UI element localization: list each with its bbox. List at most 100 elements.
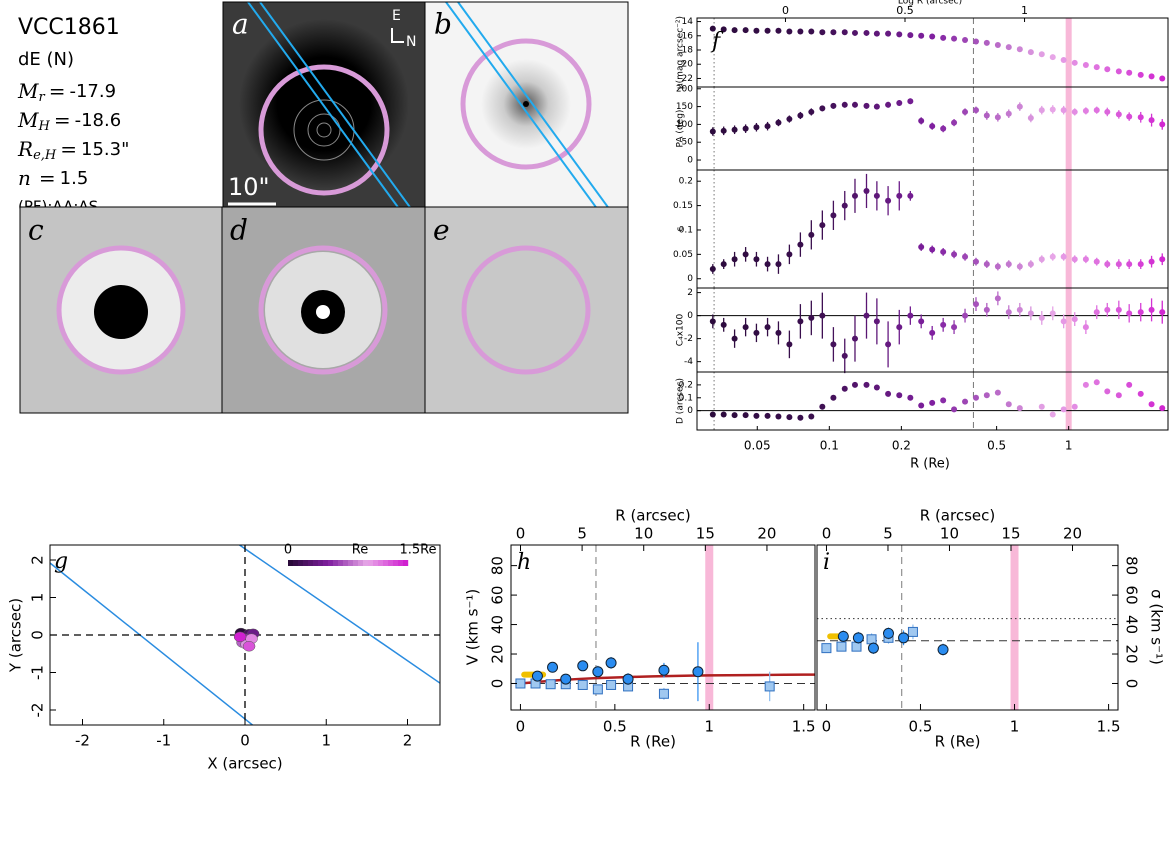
point [837, 630, 849, 642]
x-tick-label: 0.5 [909, 718, 933, 736]
point [1104, 388, 1111, 395]
point [753, 329, 760, 336]
x-tick-label: 0.5 [987, 439, 1006, 453]
point [808, 413, 815, 420]
point [786, 28, 793, 35]
x2-tick-label: 0 [822, 525, 832, 543]
point [1093, 258, 1100, 265]
colorbar-segment [328, 560, 334, 566]
point [983, 112, 990, 119]
point [775, 261, 782, 268]
point [658, 664, 670, 676]
compass-label: N [406, 34, 416, 50]
point [547, 661, 559, 673]
x2-axis-label: R (arcsec) [920, 507, 995, 525]
point [841, 101, 848, 108]
y-tick-label: 80 [1123, 556, 1141, 575]
point [1082, 61, 1089, 68]
point [994, 42, 1001, 49]
point [907, 32, 914, 39]
point [972, 301, 979, 308]
point [885, 390, 892, 397]
point [1137, 71, 1144, 78]
x2-tick-label: 0 [516, 525, 526, 543]
point [972, 258, 979, 265]
point [753, 412, 760, 419]
point [1093, 309, 1100, 316]
symbol: M [17, 108, 39, 132]
point [836, 641, 847, 652]
point [962, 312, 969, 319]
y-tick-label: -1 [29, 665, 47, 680]
point [873, 192, 880, 199]
colorbar-segment [398, 560, 404, 566]
colorbar-segment [288, 560, 294, 566]
point [786, 414, 793, 421]
point [819, 105, 826, 112]
point [1137, 261, 1144, 268]
colorbar-segment [313, 560, 319, 566]
point [1159, 121, 1166, 128]
point [1137, 309, 1144, 316]
point [592, 666, 604, 678]
point [233, 631, 247, 643]
point [907, 192, 914, 199]
image [425, 207, 628, 413]
panel-label: b [434, 8, 452, 41]
point [937, 644, 949, 656]
y-tick-label: 50 [682, 138, 694, 148]
point [797, 318, 804, 325]
point [1038, 403, 1045, 410]
point [1071, 403, 1078, 410]
panel-label: g [54, 549, 68, 574]
point [731, 256, 738, 263]
point [1005, 44, 1012, 51]
point [940, 397, 947, 404]
point [1159, 256, 1166, 263]
point [1126, 69, 1133, 76]
point [1115, 261, 1122, 268]
point [720, 26, 727, 33]
point [1049, 310, 1056, 317]
galaxy-class: dE (N) [18, 49, 74, 70]
point [1148, 258, 1155, 265]
colorbar-label: Re [352, 543, 368, 558]
point [1126, 310, 1133, 317]
symbol: M [17, 79, 39, 103]
point [1126, 261, 1133, 268]
point [797, 112, 804, 119]
point [863, 381, 870, 388]
panel-frame [49, 544, 441, 726]
point [863, 29, 870, 36]
symbol: n [18, 166, 31, 190]
panel-label: e [433, 214, 450, 247]
point [764, 261, 771, 268]
subscript: r [38, 90, 45, 105]
point [907, 394, 914, 401]
point [560, 673, 572, 685]
x-tick-label: 0.2 [892, 439, 911, 453]
y-tick-label: 0 [1123, 679, 1141, 689]
point [951, 251, 958, 258]
slit [259, 2, 412, 207]
point [873, 103, 880, 110]
point [1104, 66, 1111, 73]
point [1016, 405, 1023, 412]
point [819, 312, 826, 319]
point [753, 256, 760, 263]
point [929, 329, 936, 336]
point [808, 28, 815, 35]
x2-tick-label: 20 [757, 525, 776, 543]
point [709, 318, 716, 325]
point [1104, 306, 1111, 313]
nucleus [523, 101, 529, 107]
y-axis-label: D (arcsec) [676, 378, 686, 424]
point [962, 37, 969, 44]
point [1038, 256, 1045, 263]
point [841, 29, 848, 36]
point [775, 413, 782, 420]
relation: = [54, 108, 71, 132]
point [577, 660, 589, 672]
point [951, 119, 958, 126]
point [731, 27, 738, 34]
